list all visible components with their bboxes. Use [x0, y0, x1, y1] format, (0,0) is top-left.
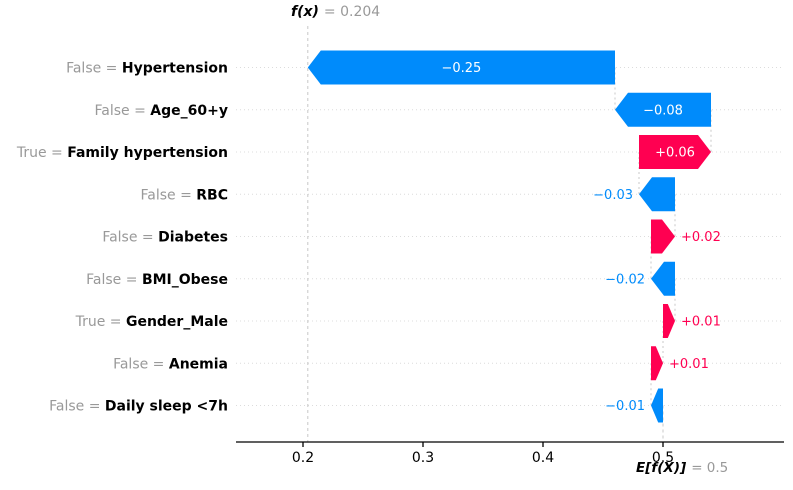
x-axis-tick-label: 0.3 — [412, 450, 434, 466]
ef-value: 0.5 — [706, 460, 729, 476]
bar-value-label: +0.02 — [681, 230, 721, 245]
bar-value-label: +0.06 — [655, 146, 695, 161]
bar-value-label: −0.03 — [593, 188, 633, 203]
expected-value-annotation: E[f(X)] = 0.5 — [636, 460, 728, 476]
feature-name: BMI_Obese — [142, 272, 228, 288]
fx-equals: = — [323, 4, 336, 20]
negative-contribution-bar — [639, 177, 675, 212]
negative-contribution-bar — [615, 92, 711, 127]
bar-value-label: −0.02 — [605, 272, 645, 287]
bar-value-label: −0.01 — [605, 399, 645, 414]
ef-symbol: E[f(X)] — [636, 460, 687, 476]
positive-contribution-bar — [663, 304, 675, 338]
feature-label: False = Age_60+y — [95, 103, 228, 119]
feature-condition: False = — [102, 230, 158, 246]
fx-annotation: f(x) = 0.204 — [291, 4, 380, 20]
feature-label: False = Diabetes — [102, 230, 228, 246]
feature-condition: False = — [86, 272, 142, 288]
bar-value-label: −0.08 — [643, 103, 683, 118]
feature-condition: False = — [140, 187, 196, 203]
feature-condition: False = — [49, 399, 105, 415]
fx-symbol: f(x) — [291, 4, 319, 20]
fx-value: 0.204 — [340, 4, 381, 20]
x-axis-tick-label: 0.5 — [652, 450, 674, 466]
feature-name: Anemia — [169, 356, 228, 372]
negative-contribution-bar — [307, 50, 615, 85]
feature-label: False = Hypertension — [66, 61, 228, 77]
positive-contribution-bar — [651, 219, 675, 254]
feature-label: True = Gender_Male — [75, 314, 228, 330]
x-axis-tick-label: 0.4 — [532, 450, 554, 466]
feature-name: Gender_Male — [126, 314, 228, 330]
bar-value-label: −0.25 — [441, 61, 481, 76]
feature-label: True = Family hypertension — [16, 145, 228, 161]
negative-contribution-bar — [651, 261, 675, 296]
feature-condition: True = — [75, 314, 126, 330]
feature-name: Age_60+y — [150, 103, 228, 119]
ef-equals-value: = 0.5 — [691, 460, 728, 476]
feature-label: False = RBC — [140, 187, 228, 203]
feature-name: Diabetes — [158, 230, 228, 246]
feature-condition: False = — [66, 61, 122, 77]
feature-name: Family hypertension — [67, 145, 228, 161]
positive-contribution-bar — [651, 346, 663, 381]
feature-name: Hypertension — [122, 61, 228, 77]
feature-name: RBC — [196, 187, 228, 203]
feature-name: Daily sleep <7h — [105, 399, 228, 415]
negative-contribution-bar — [651, 388, 663, 423]
feature-condition: False = — [113, 356, 169, 372]
positive-contribution-bar — [639, 135, 711, 169]
bar-value-label: +0.01 — [669, 357, 709, 372]
feature-condition: False = — [95, 103, 151, 119]
feature-label: False = Anemia — [113, 356, 228, 372]
ef-equals: = — [691, 460, 703, 476]
feature-label: False = Daily sleep <7h — [49, 399, 228, 415]
x-axis-tick-label: 0.2 — [292, 450, 314, 466]
feature-label: False = BMI_Obese — [86, 272, 228, 288]
feature-condition: True = — [16, 145, 67, 161]
fx-equals-value: = 0.204 — [324, 4, 380, 20]
bar-value-label: +0.01 — [681, 315, 721, 330]
